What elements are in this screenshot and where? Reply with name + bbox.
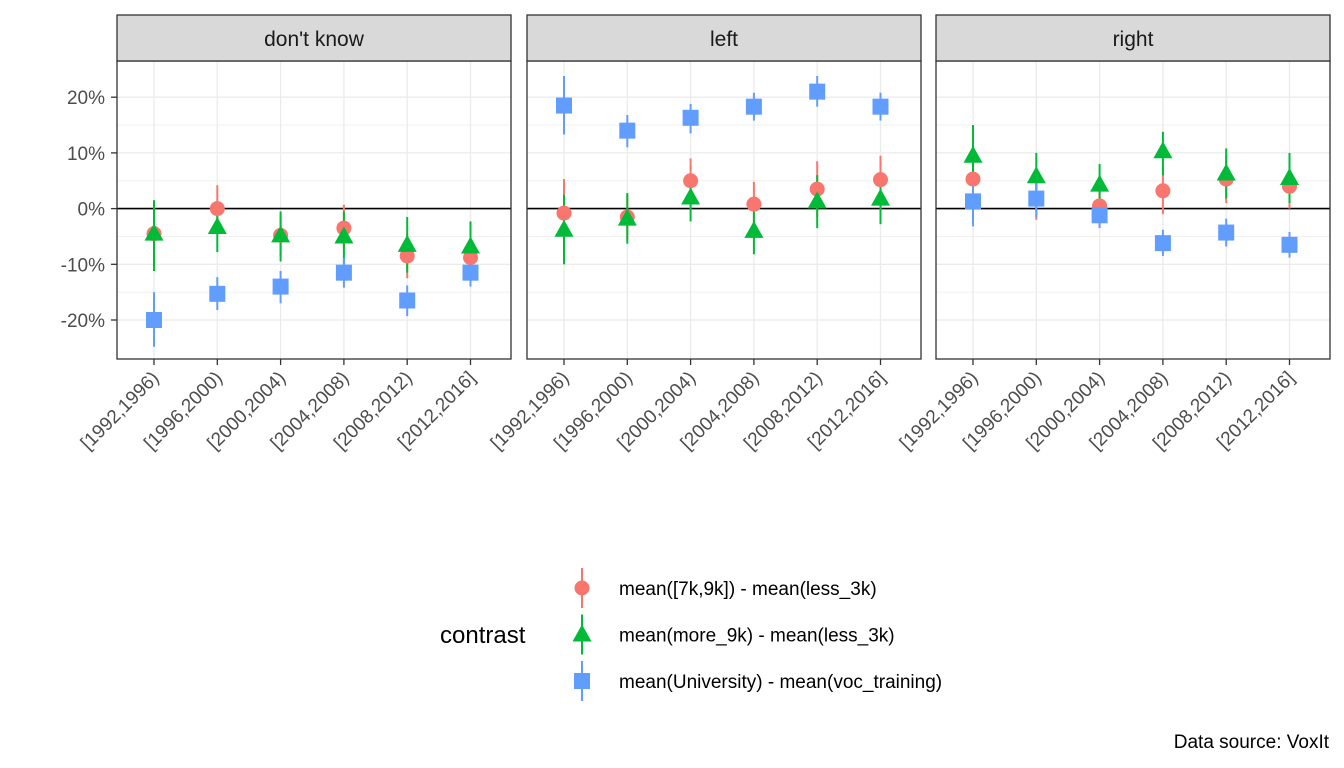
point-mean-more-9k-mean-less-3k-3 <box>1153 141 1173 159</box>
point-mean-7k-9k-mean-less-3k-2 <box>683 173 699 189</box>
point-mean-university-mean-voc-training-5 <box>1281 236 1298 253</box>
legend-label: mean([7k,9k]) - mean(less_3k) <box>619 579 877 600</box>
point-mean-7k-9k-mean-less-3k-3 <box>1155 183 1171 199</box>
point-mean-university-mean-voc-training-0 <box>146 312 162 329</box>
point-mean-7k-9k-mean-less-3k-5 <box>463 250 478 266</box>
point-mean-7k-9k-mean-less-3k-1 <box>209 201 225 217</box>
point-mean-university-mean-voc-training-1 <box>209 285 226 302</box>
y-tick-label: -20% <box>61 311 105 332</box>
point-mean-more-9k-mean-less-3k-0 <box>144 223 164 241</box>
point-mean-university-mean-voc-training-5 <box>872 98 889 115</box>
y-tick-label: 20% <box>67 88 105 109</box>
point-mean-more-9k-mean-less-3k-5 <box>871 188 890 206</box>
facet-panel-left: left[1992,1996)[1996,2000)[2000,2004)[20… <box>487 14 922 454</box>
point-mean-university-mean-voc-training-0 <box>965 193 981 210</box>
legend-key-symbol <box>572 624 592 642</box>
facet-strip-label: left <box>710 28 738 51</box>
point-mean-more-9k-mean-less-3k-4 <box>397 234 417 252</box>
point-mean-more-9k-mean-less-3k-1 <box>617 208 637 226</box>
point-mean-more-9k-mean-less-3k-5 <box>1280 167 1299 185</box>
point-mean-university-mean-voc-training-3 <box>335 264 352 281</box>
point-mean-more-9k-mean-less-3k-3 <box>334 226 354 244</box>
point-mean-university-mean-voc-training-3 <box>1154 235 1171 252</box>
point-mean-7k-9k-mean-less-3k-0 <box>556 205 572 221</box>
panel-background <box>117 61 511 359</box>
y-tick-label: 10% <box>67 144 105 165</box>
facet-strip <box>116 14 512 62</box>
legend-label: mean(University) - mean(voc_training) <box>619 672 942 693</box>
point-mean-more-9k-mean-less-3k-3 <box>744 220 764 238</box>
y-tick-label: 0% <box>78 200 106 221</box>
point-mean-more-9k-mean-less-3k-2 <box>271 225 291 243</box>
legend-entry-mean-7k-9k-mean-less-3k: mean([7k,9k]) - mean(less_3k) <box>574 568 877 608</box>
panel-background <box>936 61 1330 359</box>
point-mean-university-mean-voc-training-3 <box>745 98 762 115</box>
legend-key-symbol <box>574 673 590 689</box>
facet-strip-label: right <box>1113 28 1154 51</box>
point-mean-7k-9k-mean-less-3k-4 <box>399 248 415 264</box>
point-mean-university-mean-voc-training-4 <box>1218 224 1235 241</box>
point-mean-more-9k-mean-less-3k-1 <box>207 216 227 234</box>
point-mean-university-mean-voc-training-2 <box>272 278 289 295</box>
legend-title: contrast <box>440 622 526 649</box>
point-mean-university-mean-voc-training-2 <box>1091 207 1108 224</box>
point-mean-university-mean-voc-training-1 <box>1028 190 1045 207</box>
point-mean-more-9k-mean-less-3k-2 <box>1090 174 1110 192</box>
legend-entry-mean-university-mean-voc-training: mean(University) - mean(voc_training) <box>574 661 942 701</box>
legend-key-symbol <box>574 580 590 596</box>
point-mean-7k-9k-mean-less-3k-0 <box>965 171 981 187</box>
point-mean-more-9k-mean-less-3k-2 <box>681 187 701 205</box>
y-tick-label: -10% <box>61 255 105 276</box>
point-mean-7k-9k-mean-less-3k-4 <box>809 181 825 197</box>
point-mean-more-9k-mean-less-3k-1 <box>1026 166 1046 184</box>
point-mean-7k-9k-mean-less-3k-5 <box>873 172 888 188</box>
point-mean-university-mean-voc-training-5 <box>462 264 479 281</box>
chart-caption: Data source: VoxIt <box>1174 732 1330 753</box>
point-mean-more-9k-mean-less-3k-4 <box>1216 163 1236 181</box>
facet-strip-label: don't know <box>264 28 365 51</box>
point-mean-university-mean-voc-training-2 <box>682 109 699 126</box>
point-mean-university-mean-voc-training-1 <box>619 122 636 139</box>
point-mean-7k-9k-mean-less-3k-3 <box>746 196 762 212</box>
legend-keys: mean([7k,9k]) - mean(less_3k) mean(more_9… <box>572 568 942 701</box>
point-mean-university-mean-voc-training-0 <box>556 97 572 114</box>
point-mean-university-mean-voc-training-4 <box>809 83 826 100</box>
point-mean-university-mean-voc-training-4 <box>399 292 416 309</box>
point-mean-more-9k-mean-less-3k-0 <box>963 145 983 163</box>
legend-label: mean(more_9k) - mean(less_3k) <box>619 626 895 647</box>
legend-entry-mean-more-9k-mean-less-3k: mean(more_9k) - mean(less_3k) <box>572 614 895 655</box>
point-mean-more-9k-mean-less-3k-0 <box>554 219 574 237</box>
legend: contrast mean([7k,9k]) - mean(less_3k)me… <box>440 568 942 701</box>
facet-strip <box>526 14 922 62</box>
facet-strip <box>935 14 1331 62</box>
panel-background <box>527 61 921 359</box>
point-mean-more-9k-mean-less-3k-4 <box>807 191 827 209</box>
point-mean-more-9k-mean-less-3k-5 <box>461 236 480 254</box>
